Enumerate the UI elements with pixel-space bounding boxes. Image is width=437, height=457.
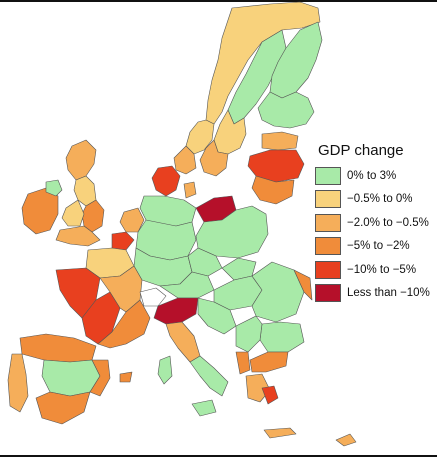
frame-bottom-line bbox=[0, 455, 437, 457]
legend-title: GDP change bbox=[318, 142, 404, 159]
region-england-south bbox=[55, 225, 101, 247]
region-romania bbox=[251, 261, 305, 323]
region-switzerland bbox=[139, 287, 167, 307]
region-lithuania bbox=[251, 175, 295, 205]
region-italy-central bbox=[165, 321, 201, 363]
region-northern-ireland bbox=[45, 179, 63, 197]
frame-top-line bbox=[0, 0, 437, 2]
region-france-central bbox=[81, 291, 121, 345]
region-albania bbox=[235, 351, 251, 375]
region-slovakia bbox=[221, 257, 257, 281]
legend-swatch bbox=[315, 284, 341, 303]
region-estonia bbox=[261, 131, 299, 151]
region-crete bbox=[263, 427, 297, 439]
region-norway-north bbox=[205, 1, 321, 125]
region-scotland bbox=[65, 139, 97, 181]
region-sweden-mid bbox=[213, 109, 247, 155]
legend-label: −10% to −5% bbox=[347, 263, 417, 276]
legend-swatch bbox=[315, 260, 341, 279]
region-belgium bbox=[111, 231, 135, 251]
legend-swatch bbox=[315, 213, 341, 232]
legend-swatch bbox=[315, 237, 341, 256]
region-latvia bbox=[247, 149, 305, 183]
legend-label: −2.0% to −0.5% bbox=[347, 216, 429, 229]
region-norway-south bbox=[173, 145, 197, 175]
region-sicily bbox=[191, 399, 217, 417]
region-finland-south bbox=[257, 91, 315, 129]
region-sardinia bbox=[157, 355, 173, 385]
region-poland-main bbox=[195, 205, 269, 259]
region-bulgaria bbox=[259, 321, 305, 353]
region-denmark-islands bbox=[183, 181, 197, 199]
legend-label: −0.5% to 0% bbox=[347, 193, 413, 206]
region-croatia bbox=[197, 297, 237, 335]
legend-swatch bbox=[315, 190, 341, 209]
region-denmark bbox=[151, 165, 181, 197]
legend-item: −5% to −2% bbox=[315, 235, 435, 259]
legend-label: −5% to −2% bbox=[347, 240, 410, 253]
region-spain-north bbox=[19, 333, 97, 363]
region-cyprus bbox=[335, 433, 357, 447]
region-italy-north bbox=[153, 297, 199, 325]
region-france-south bbox=[97, 299, 151, 349]
legend-label: Less than −10% bbox=[347, 287, 430, 300]
legend-label: 0% to 3% bbox=[347, 169, 397, 182]
region-greece-north bbox=[249, 351, 289, 373]
region-spain-east bbox=[89, 359, 111, 397]
region-italy-south bbox=[189, 355, 229, 397]
region-sweden-south bbox=[199, 139, 229, 177]
legend-swatch bbox=[315, 166, 341, 185]
legend-item: 0% to 3% bbox=[315, 164, 435, 188]
region-greece-attica bbox=[261, 385, 279, 405]
region-finland-north bbox=[269, 21, 323, 99]
legend: GDP change 0% to 3% −0.5% to 0% −2.0% to… bbox=[315, 142, 435, 305]
region-balearics bbox=[119, 371, 133, 383]
region-serbia bbox=[235, 315, 263, 353]
legend-item: Less than −10% bbox=[315, 282, 435, 306]
region-romania-east bbox=[293, 269, 313, 301]
legend-item: −0.5% to 0% bbox=[315, 188, 435, 212]
legend-item: −10% to −5% bbox=[315, 258, 435, 282]
region-wales bbox=[61, 199, 85, 227]
region-portugal bbox=[7, 353, 29, 413]
legend-item: −2.0% to −0.5% bbox=[315, 211, 435, 235]
region-spain-south bbox=[35, 391, 91, 425]
